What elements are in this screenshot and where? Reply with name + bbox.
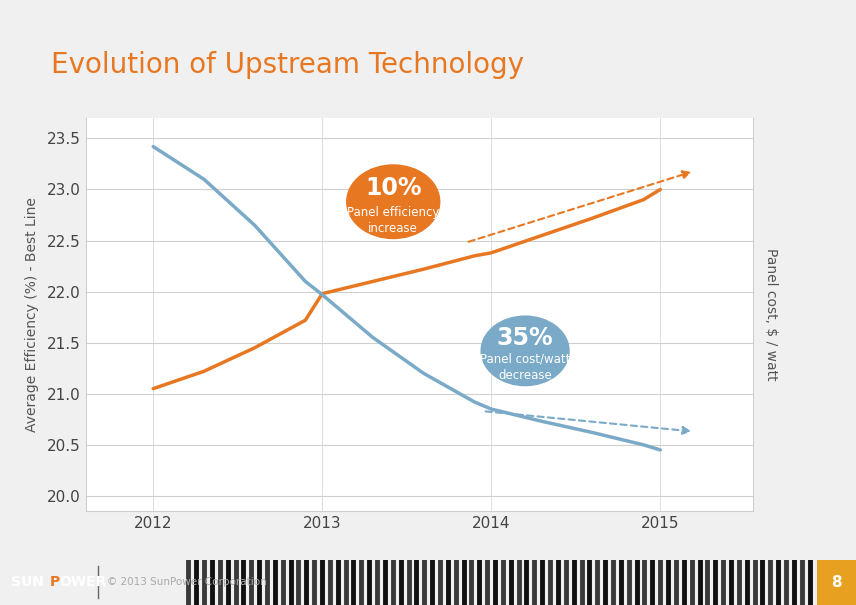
Ellipse shape (481, 316, 569, 385)
Text: OWER: OWER (59, 575, 106, 589)
Y-axis label: Average Efficiency (%) - Best Line: Average Efficiency (%) - Best Line (25, 197, 39, 432)
Text: Panel efficiency
increase: Panel efficiency increase (347, 206, 439, 235)
Text: Evolution of Upstream Technology: Evolution of Upstream Technology (51, 51, 525, 79)
Text: SUN: SUN (11, 575, 44, 589)
Y-axis label: Panel cost, $ / watt: Panel cost, $ / watt (764, 248, 778, 381)
Text: © 2013 SunPower Corporation: © 2013 SunPower Corporation (107, 577, 267, 587)
Text: 10%: 10% (365, 177, 421, 200)
Text: 35%: 35% (496, 325, 553, 350)
Text: 8: 8 (831, 575, 842, 590)
FancyBboxPatch shape (817, 560, 856, 605)
Text: Panel cost/watt
decrease: Panel cost/watt decrease (480, 353, 570, 382)
Text: P: P (50, 575, 60, 589)
Ellipse shape (347, 165, 440, 238)
